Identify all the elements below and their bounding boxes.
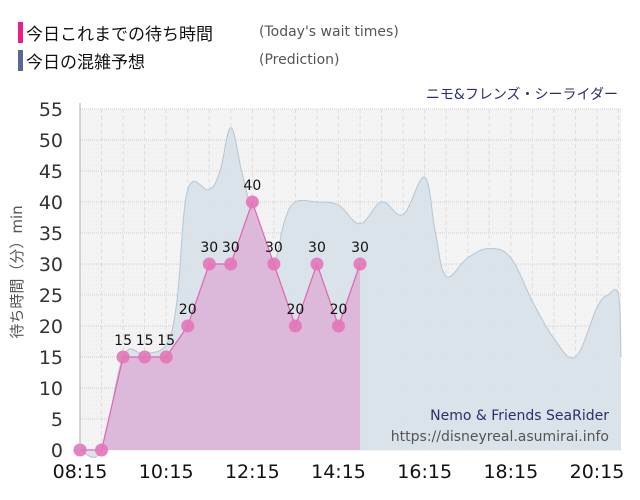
data-point-marker[interactable] — [202, 257, 216, 271]
data-label: 20 — [330, 302, 348, 318]
legend-prediction: 今日の混雑予想 (Prediction) — [18, 48, 340, 73]
ride-title: ニモ&フレンズ・シーライダー — [425, 87, 618, 103]
y-tick-label: 20 — [39, 316, 63, 338]
y-tick-label: 25 — [39, 285, 63, 307]
data-point-marker[interactable] — [138, 350, 152, 364]
data-point-marker[interactable] — [116, 350, 130, 364]
y-tick-label: 45 — [39, 161, 63, 183]
y-tick-label: 0 — [51, 440, 63, 462]
data-point-marker[interactable] — [224, 257, 238, 271]
y-tick-label: 5 — [51, 409, 63, 431]
data-label: 15 — [157, 333, 175, 349]
data-label: 15 — [136, 333, 154, 349]
legend-label-en: (Prediction) — [259, 52, 340, 68]
data-point-marker[interactable] — [245, 195, 259, 209]
x-tick-label: 18:15 — [483, 461, 538, 483]
legend-swatch-prediction — [18, 49, 23, 71]
x-tick-label: 20:15 — [570, 461, 625, 483]
data-label: 30 — [265, 240, 283, 256]
data-point-marker[interactable] — [181, 319, 195, 333]
watermark-url: https://disneyreal.asumirai.info — [391, 429, 609, 445]
y-tick-label: 55 — [39, 99, 63, 121]
legend-label-jp: 今日これまでの待ち時間 — [26, 24, 213, 45]
y-tick-label: 35 — [39, 223, 63, 245]
x-tick-label: 16:15 — [397, 461, 452, 483]
data-point-marker[interactable] — [353, 257, 367, 271]
data-label: 20 — [179, 302, 197, 318]
legend-swatch-actual — [18, 21, 23, 43]
watermark-name: Nemo & Friends SeaRider — [430, 408, 609, 424]
y-axis-label: 待ち時間（分）min — [8, 205, 26, 338]
data-label: 30 — [200, 240, 218, 256]
data-point-marker[interactable] — [332, 319, 345, 333]
y-tick-label: 10 — [39, 378, 63, 400]
data-label: 15 — [114, 333, 132, 349]
data-label: 40 — [243, 178, 261, 194]
actual-area — [73, 195, 367, 457]
legend-actual: 今日これまでの待ち時間 (Today's wait times) — [18, 20, 399, 45]
legend-label-jp: 今日の混雑予想 — [26, 52, 145, 73]
data-label: 30 — [351, 240, 369, 256]
y-tick-label: 15 — [39, 347, 63, 369]
legend-label-en: (Today's wait times) — [259, 24, 399, 40]
data-point-marker[interactable] — [288, 319, 302, 333]
y-tick-label: 40 — [39, 192, 63, 214]
data-label: 20 — [287, 302, 305, 318]
y-tick-label: 50 — [39, 130, 63, 152]
x-tick-label: 12:15 — [225, 461, 280, 483]
data-point-marker[interactable] — [159, 350, 173, 364]
data-point-marker[interactable] — [95, 443, 109, 457]
data-label: 30 — [308, 240, 326, 256]
y-tick-label: 30 — [39, 254, 63, 276]
data-point-marker[interactable] — [310, 257, 324, 271]
x-tick-label: 14:15 — [311, 461, 366, 483]
x-tick-label: 10:15 — [139, 461, 194, 483]
x-tick-label: 08:15 — [53, 461, 108, 483]
data-point-marker[interactable] — [267, 257, 281, 271]
data-label: 30 — [222, 240, 240, 256]
